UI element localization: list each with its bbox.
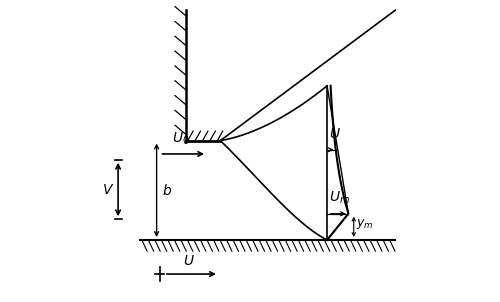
Text: $V$: $V$: [102, 182, 115, 197]
Text: $y_m$: $y_m$: [356, 217, 374, 231]
Text: $U_m$: $U_m$: [330, 190, 350, 206]
Text: $U$: $U$: [184, 253, 195, 268]
Text: $U$: $U$: [330, 127, 342, 141]
Text: $U_0$: $U_0$: [172, 130, 189, 146]
Text: $b$: $b$: [162, 183, 172, 198]
